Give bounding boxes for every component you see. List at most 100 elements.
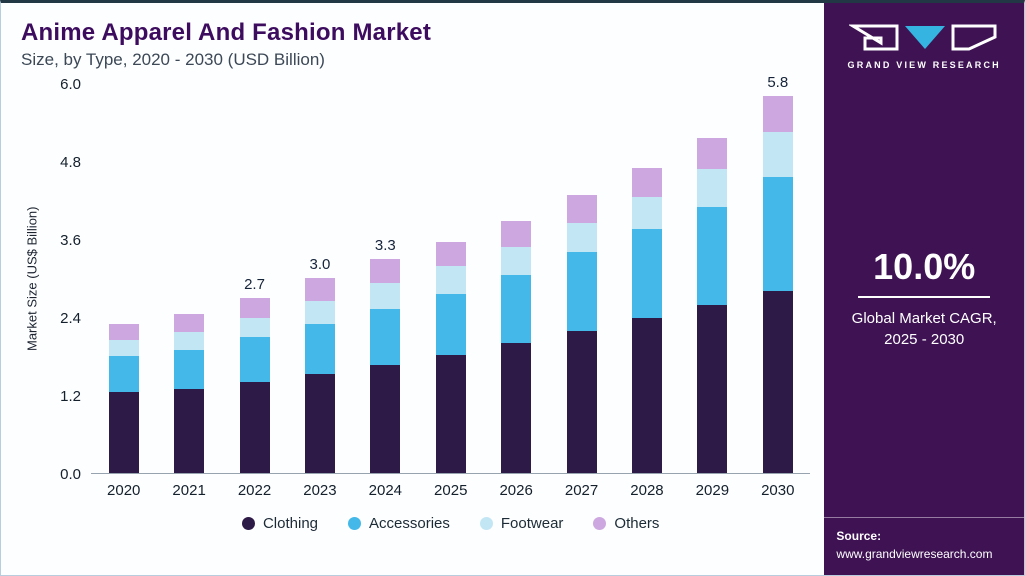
bar-stack-2027 <box>566 195 597 473</box>
bar-segment-footwear-2027 <box>566 222 597 253</box>
bar-segment-others-2024 <box>370 258 401 284</box>
bar-segment-clothing-2026 <box>501 343 532 473</box>
bar-segment-footwear-2028 <box>631 196 662 230</box>
x-tick-label-2028: 2028 <box>630 482 664 499</box>
bars-row: 2.7 3.0 3.3 5.8 <box>91 74 811 474</box>
source-url: www.grandviewresearch.com <box>836 547 993 561</box>
legend-item-accessories: Accessories <box>348 515 450 532</box>
bar-segment-others-2028 <box>631 167 662 197</box>
grand-view-research-logo-icon <box>849 24 997 51</box>
bar-segment-clothing-2028 <box>631 318 662 473</box>
y-tick-label: 3.6 <box>60 232 81 249</box>
bar-segment-footwear-2021 <box>174 331 205 350</box>
bar-segment-clothing-2020 <box>108 391 139 473</box>
bar-segment-others-2025 <box>435 242 466 267</box>
bar-stack-2024 <box>370 258 401 473</box>
bar-stack-2025 <box>435 242 466 473</box>
x-tick-label-2030: 2030 <box>761 482 795 499</box>
page-subtitle: Size, by Type, 2020 - 2030 (USD Billion) <box>21 50 325 69</box>
bar-segment-clothing-2027 <box>566 331 597 473</box>
legend-dot-accessories <box>348 517 362 530</box>
bar-slot-2029 <box>680 138 745 473</box>
bar-segment-clothing-2029 <box>697 305 728 473</box>
bar-total-label-2030: 5.8 <box>767 74 789 91</box>
x-tick-label-2026: 2026 <box>499 482 533 499</box>
bar-slot-2020 <box>91 323 156 473</box>
x-tick-label-2020: 2020 <box>107 482 141 499</box>
bar-slot-2026 <box>483 221 548 473</box>
stacked-bar-chart: Market Size (US$ Billion) 0.0 1.2 2.4 3.6 4.… <box>21 74 811 565</box>
bar-segment-others-2022 <box>239 297 270 319</box>
bar-segment-accessories-2020 <box>108 356 139 392</box>
bar-segment-others-2030 <box>762 96 793 132</box>
bar-segment-others-2027 <box>566 195 597 223</box>
bar-segment-accessories-2027 <box>566 252 597 332</box>
bar-segment-accessories-2024 <box>370 309 401 366</box>
y-tick-label: 1.2 <box>60 388 81 405</box>
bar-segment-clothing-2025 <box>435 354 466 473</box>
bar-segment-accessories-2028 <box>631 229 662 319</box>
cagr-value: 10.0% <box>873 245 976 287</box>
x-tick-label-2022: 2022 <box>237 482 272 499</box>
bar-total-label-2022: 2.7 <box>244 275 265 293</box>
bar-slot-2025 <box>418 242 483 473</box>
bar-segment-others-2029 <box>697 138 728 170</box>
y-tick-label: 2.4 <box>60 310 81 327</box>
bar-slot-2027 <box>549 195 614 473</box>
bar-segment-footwear-2029 <box>697 169 728 207</box>
bar-segment-accessories-2026 <box>501 275 532 343</box>
source-block: Source: www.grandviewresearch.com <box>824 517 1024 575</box>
bar-slot-2030: 5.8 <box>745 74 810 473</box>
x-tick-label-2027: 2027 <box>564 482 599 499</box>
bar-segment-others-2026 <box>501 221 532 247</box>
bar-segment-others-2021 <box>174 313 205 332</box>
bar-stack-2026 <box>501 221 532 473</box>
brand-logo: GRAND VIEW RESEARCH <box>824 3 1024 78</box>
y-axis-label: Market Size (US$ Billion) <box>24 206 40 352</box>
plot-area: 2.7 3.0 3.3 5.8 2020 2021 2022 2023 2024 2025 202… <box>91 74 811 565</box>
bar-total-label-2023: 3.0 <box>309 256 331 274</box>
page-title: Anime Apparel And Fashion Market <box>21 19 432 46</box>
bar-segment-clothing-2021 <box>174 388 205 473</box>
y-tick-label: 4.8 <box>60 154 81 171</box>
bar-segment-footwear-2023 <box>304 301 335 324</box>
bar-segment-clothing-2022 <box>239 382 270 473</box>
bar-stack-2029 <box>697 138 728 473</box>
y-tick-label: 6.0 <box>60 76 81 93</box>
x-tick-label-2021: 2021 <box>172 482 206 499</box>
x-tick-label-2025: 2025 <box>434 482 468 499</box>
cagr-divider <box>858 295 991 298</box>
legend-label-accessories: Accessories <box>369 515 450 532</box>
x-tick-label-2024: 2024 <box>368 482 403 499</box>
bar-stack-2020 <box>108 323 139 473</box>
bar-segment-accessories-2022 <box>239 336 270 382</box>
source-label: Source: <box>836 529 882 543</box>
bar-segment-accessories-2021 <box>174 349 205 389</box>
legend-label-clothing: Clothing <box>262 515 319 532</box>
bar-segment-footwear-2025 <box>435 266 466 294</box>
y-axis-ticks: 0.0 1.2 2.4 3.6 4.8 6.0 <box>43 76 91 483</box>
bar-segment-clothing-2030 <box>762 291 793 473</box>
bar-segment-footwear-2020 <box>108 339 139 356</box>
chart-legend: Clothing Accessories Footwear Others <box>91 515 810 532</box>
legend-item-footwear: Footwear <box>479 515 564 532</box>
bar-slot-2028 <box>614 167 679 473</box>
bar-stack-2030 <box>762 96 793 473</box>
x-axis-labels: 2020 2021 2022 2023 2024 2025 2026 2027 2028 2029… <box>91 482 810 499</box>
brand-sidebar: GRAND VIEW RESEARCH 10.0% Global Market … <box>824 3 1024 575</box>
cagr-label-line1: Global Market CAGR, <box>851 309 997 327</box>
bar-segment-footwear-2024 <box>370 283 401 310</box>
cagr-block: 10.0% Global Market CAGR, 2025 - 2030 <box>824 246 1024 350</box>
x-tick-label-2023: 2023 <box>303 482 337 499</box>
bar-segment-others-2020 <box>108 323 139 340</box>
legend-label-footwear: Footwear <box>500 515 564 532</box>
bar-slot-2021 <box>156 313 221 473</box>
brand-logo-text: GRAND VIEW RESEARCH <box>847 60 1001 70</box>
bar-segment-accessories-2030 <box>762 177 793 291</box>
bar-total-label-2024: 3.3 <box>374 236 396 254</box>
bar-segment-clothing-2023 <box>304 374 335 473</box>
bar-stack-2023 <box>304 278 335 473</box>
bar-segment-footwear-2030 <box>762 131 793 178</box>
chart-panel: Anime Apparel And Fashion Market Size, b… <box>1 3 825 575</box>
x-tick-label-2029: 2029 <box>695 482 730 499</box>
